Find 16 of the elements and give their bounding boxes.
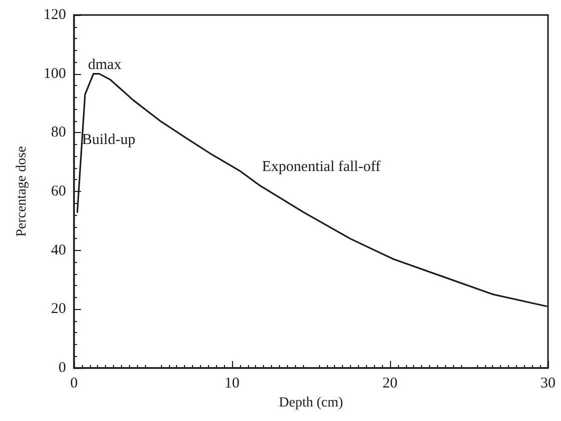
annotation: Exponential fall-off xyxy=(262,159,380,175)
y-tick-label: 100 xyxy=(44,66,66,82)
y-tick-label: 0 xyxy=(58,360,66,376)
y-tick-label: 20 xyxy=(51,301,66,318)
y-tick-label: 60 xyxy=(51,184,66,200)
annotation: Build-up xyxy=(82,132,136,148)
x-tick-label: 10 xyxy=(224,376,240,392)
annotation: dmax xyxy=(88,57,122,73)
x-tick-label: 0 xyxy=(70,376,78,392)
y-axis-title: Percentage dose xyxy=(14,146,30,237)
x-tick-label: 30 xyxy=(540,376,556,392)
y-tick-label: 40 xyxy=(51,242,66,258)
y-tick-label: 120 xyxy=(44,7,66,23)
x-axis-title: Depth (cm) xyxy=(278,396,344,410)
y-tick-label: 80 xyxy=(51,124,66,141)
x-tick-label: 20 xyxy=(382,376,398,392)
